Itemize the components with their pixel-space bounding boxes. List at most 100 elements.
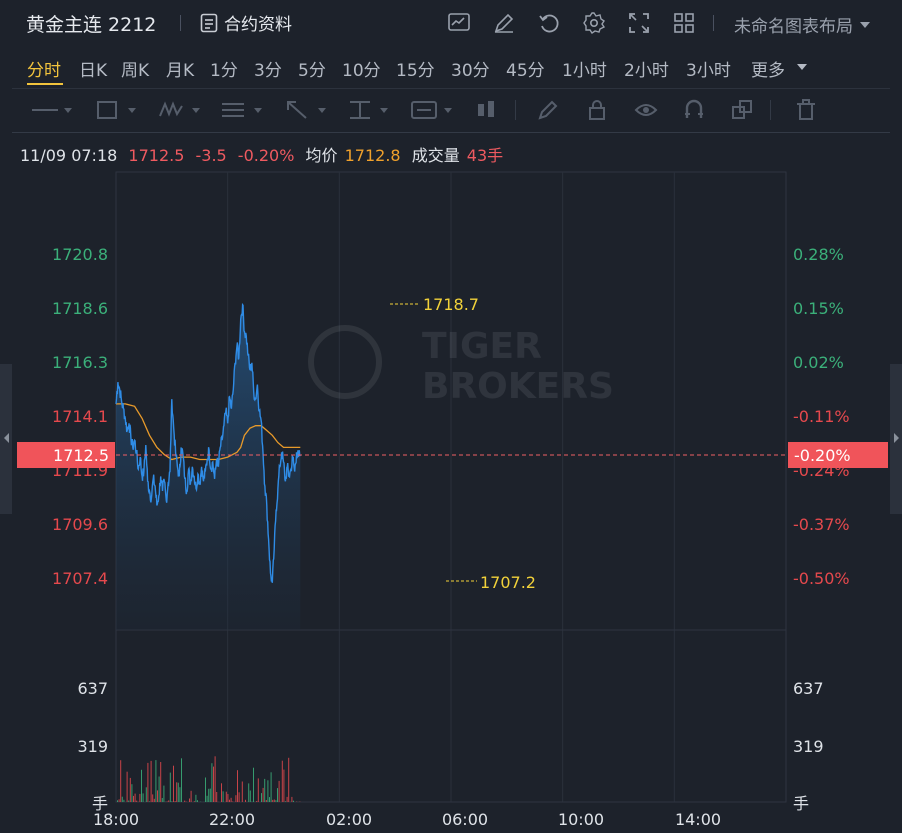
- tab-more[interactable]: 更多: [751, 61, 785, 81]
- right-panel-handle[interactable]: [890, 364, 902, 514]
- volume-bar: [134, 793, 136, 802]
- volume-bar: [245, 799, 246, 802]
- clone-icon[interactable]: [730, 98, 754, 122]
- tab-15min[interactable]: 15分: [396, 61, 435, 81]
- volume-tick: 319: [77, 737, 108, 756]
- magnet-icon[interactable]: [682, 98, 706, 122]
- y-left-tick: 1714.1: [52, 407, 108, 426]
- tab-1min[interactable]: 1分: [210, 61, 238, 81]
- tab-3hour[interactable]: 3小时: [686, 61, 731, 81]
- x-tick: 02:00: [326, 810, 372, 829]
- tab-10min[interactable]: 10分: [342, 61, 381, 81]
- lock-icon[interactable]: [585, 98, 609, 122]
- caret-down-icon: [860, 21, 870, 28]
- volume-bar: [163, 785, 165, 802]
- volume-bar: [117, 800, 118, 802]
- chevron-right-icon: [894, 433, 899, 443]
- volume-bar: [241, 781, 243, 802]
- volume-tick: 637: [77, 679, 108, 698]
- x-tick: 06:00: [442, 810, 488, 829]
- eye-icon[interactable]: [634, 98, 658, 122]
- gear-icon[interactable]: [582, 11, 606, 35]
- fibonacci-tool-icon[interactable]: [220, 98, 264, 122]
- volume-bar: [176, 782, 178, 802]
- candle-tool-icon[interactable]: [474, 98, 502, 122]
- wave-tool-icon[interactable]: [158, 98, 202, 122]
- volume-bars: [117, 756, 301, 802]
- watermark: TIGER BROKERS: [308, 325, 614, 407]
- undo-icon[interactable]: [537, 11, 561, 35]
- volume-bar: [237, 770, 238, 802]
- volume-bar: [229, 799, 230, 802]
- rectangle-tool-icon[interactable]: [94, 98, 138, 122]
- high-label: 1718.7: [423, 295, 479, 314]
- active-tab-underline: [27, 83, 63, 85]
- x-tick: 10:00: [558, 810, 604, 829]
- line-tool-icon[interactable]: [30, 98, 74, 122]
- volume-bar: [213, 766, 214, 802]
- y-left-tick: 1711.9: [52, 461, 108, 480]
- volume-bar: [129, 777, 131, 802]
- trash-icon[interactable]: [794, 98, 818, 122]
- current-price-tag-text: 1712.5: [53, 446, 109, 465]
- current-pct-tag-text: -0.20%: [794, 446, 851, 465]
- volume-bar: [171, 801, 173, 802]
- volume-label: 成交量: [411, 146, 460, 165]
- indicator-icon[interactable]: [447, 11, 471, 35]
- tab-monthly[interactable]: 月K: [166, 61, 195, 81]
- contract-info-button[interactable]: 合约资料: [200, 10, 292, 35]
- arrow-tool-icon[interactable]: [284, 98, 328, 122]
- pen-icon[interactable]: [536, 98, 560, 122]
- text-tool-icon[interactable]: [410, 98, 454, 122]
- edit-icon[interactable]: [492, 11, 516, 35]
- volume-bar: [126, 771, 128, 802]
- volume-unit-label: 手: [92, 794, 108, 813]
- volume-bar: [257, 778, 259, 802]
- left-panel-handle[interactable]: [0, 364, 12, 514]
- volume-bar: [141, 769, 142, 802]
- tab-weekly[interactable]: 周K: [121, 61, 150, 81]
- tab-intraday[interactable]: 分时: [27, 61, 61, 81]
- volume-bar: [147, 762, 149, 802]
- quote-change-pct: -0.20%: [237, 146, 295, 165]
- x-tick: 14:00: [675, 810, 721, 829]
- tab-3min[interactable]: 3分: [254, 61, 282, 81]
- volume-bar: [267, 780, 269, 802]
- grid-layout-icon[interactable]: [672, 11, 696, 35]
- volume-bar: [211, 763, 213, 802]
- volume-bar: [150, 760, 152, 802]
- volume-bar: [225, 791, 227, 802]
- y-right-tick: -0.37%: [793, 515, 850, 534]
- tab-30min[interactable]: 30分: [451, 61, 490, 81]
- layout-dropdown[interactable]: 未命名图表布局: [734, 12, 871, 37]
- current-pct-tag: [788, 442, 888, 468]
- volume-bar: [222, 791, 224, 802]
- y-left-tick: 1709.6: [52, 515, 108, 534]
- instrument-title[interactable]: 黄金主连 2212: [26, 14, 157, 36]
- tab-daily[interactable]: 日K: [79, 61, 108, 81]
- volume-bar: [160, 762, 162, 802]
- measure-tool-icon[interactable]: [346, 98, 390, 122]
- watermark-text-1: TIGER: [422, 326, 542, 367]
- low-label: 1707.2: [480, 573, 536, 592]
- tab-5min[interactable]: 5分: [298, 61, 326, 81]
- price-line: [115, 302, 301, 583]
- plot-frame: [115, 171, 787, 803]
- divider: [180, 15, 181, 31]
- y-right-tick: 0.02%: [793, 353, 844, 372]
- layout-label: 未命名图表布局: [734, 17, 853, 37]
- drawing-toolbar: [0, 92, 902, 130]
- volume-bar: [142, 793, 144, 802]
- volume-bar: [261, 793, 262, 802]
- volume-bar: [269, 797, 270, 802]
- volume-tick: 637: [793, 679, 824, 698]
- volume-bar: [145, 787, 147, 802]
- volume-bar: [208, 788, 210, 802]
- tab-1hour[interactable]: 1小时: [562, 61, 607, 81]
- tab-45min[interactable]: 45分: [506, 61, 545, 81]
- fullscreen-icon[interactable]: [627, 11, 651, 35]
- tab-2hour[interactable]: 2小时: [624, 61, 669, 81]
- quote-change: -3.5: [195, 146, 227, 165]
- volume-bar: [256, 801, 258, 802]
- quote-info-bar: 11/09 07:18 1712.5 -3.5 -0.20% 均价 1712.8…: [20, 142, 509, 166]
